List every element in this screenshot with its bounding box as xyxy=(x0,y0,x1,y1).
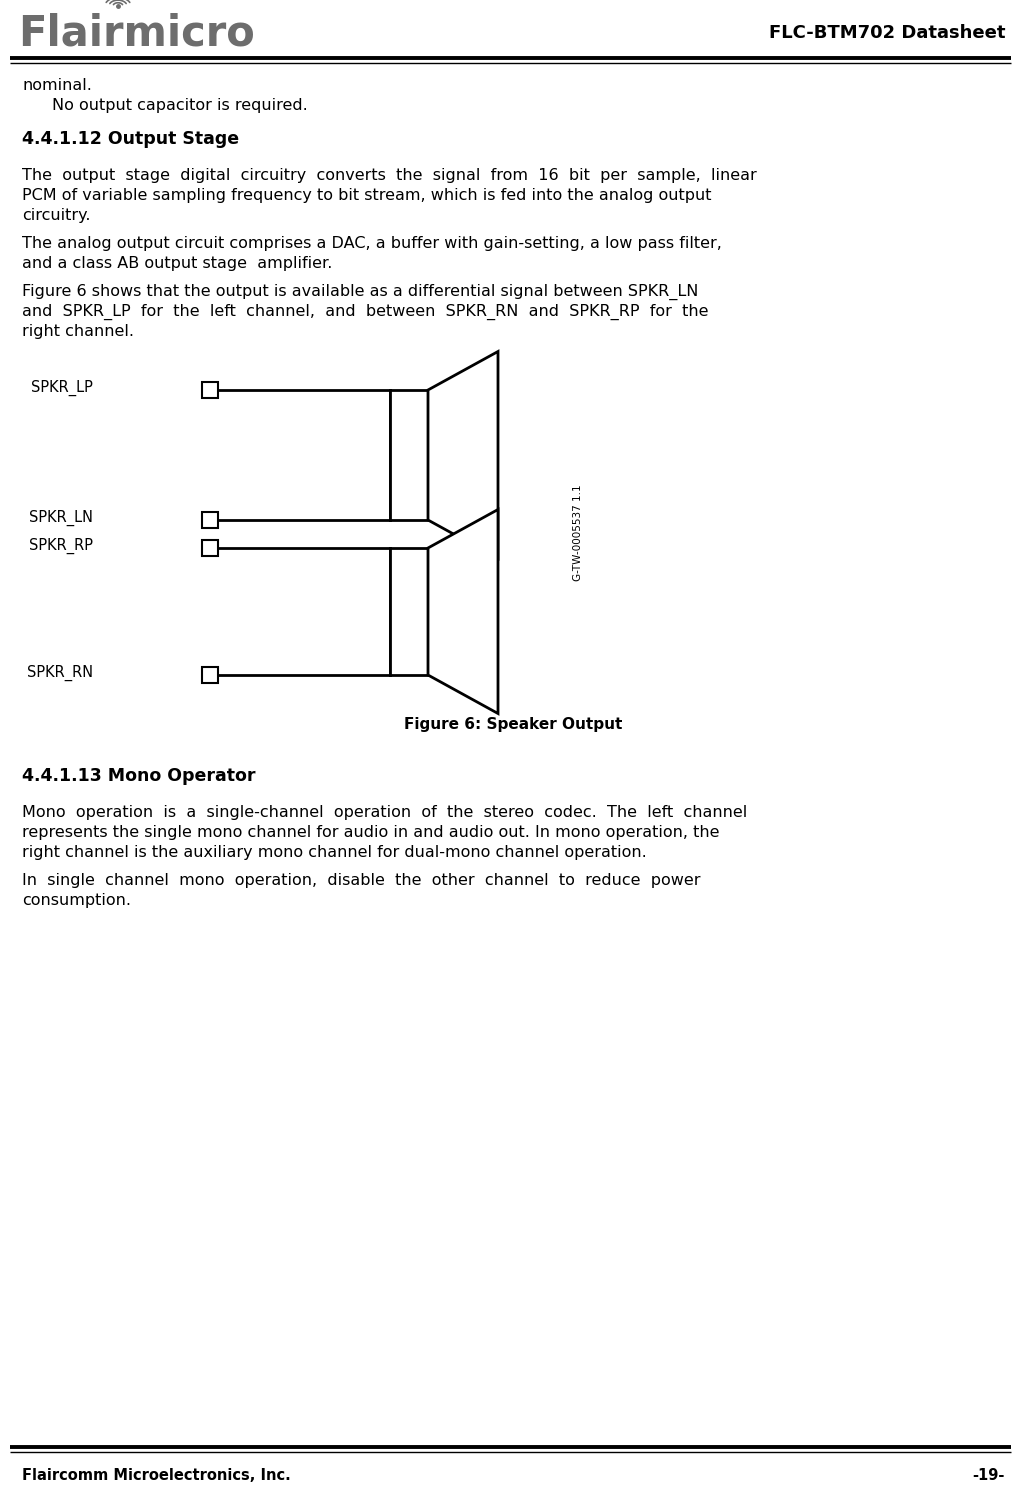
Polygon shape xyxy=(428,351,498,558)
Text: SPKR_RP: SPKR_RP xyxy=(29,538,93,554)
Text: Flairmicro: Flairmicro xyxy=(18,13,255,55)
Text: Figure 6 shows that the output is available as a differential signal between SPK: Figure 6 shows that the output is availa… xyxy=(22,284,698,301)
Text: consumption.: consumption. xyxy=(22,893,131,908)
Text: In  single  channel  mono  operation,  disable  the  other  channel  to  reduce : In single channel mono operation, disabl… xyxy=(22,873,700,887)
Text: Mono  operation  is  a  single-channel  operation  of  the  stereo  codec.  The : Mono operation is a single-channel opera… xyxy=(22,806,747,820)
Text: No output capacitor is required.: No output capacitor is required. xyxy=(52,98,307,113)
Text: SPKR_LN: SPKR_LN xyxy=(29,509,93,526)
Text: and  SPKR_LP  for  the  left  channel,  and  between  SPKR_RN  and  SPKR_RP  for: and SPKR_LP for the left channel, and be… xyxy=(22,304,709,320)
Text: G-TW-0005537 1.1: G-TW-0005537 1.1 xyxy=(573,484,583,581)
Text: right channel is the auxiliary mono channel for dual-mono channel operation.: right channel is the auxiliary mono chan… xyxy=(22,844,646,861)
Bar xyxy=(202,667,218,683)
Text: circuitry.: circuitry. xyxy=(22,208,91,223)
Bar xyxy=(390,390,428,520)
Text: 4.4.1.13 Mono Operator: 4.4.1.13 Mono Operator xyxy=(22,767,255,785)
Text: Figure 6: Speaker Output: Figure 6: Speaker Output xyxy=(404,718,623,733)
Bar xyxy=(202,541,218,555)
Text: The analog output circuit comprises a DAC, a buffer with gain-setting, a low pas: The analog output circuit comprises a DA… xyxy=(22,235,722,252)
Text: The  output  stage  digital  circuitry  converts  the  signal  from  16  bit  pe: The output stage digital circuitry conve… xyxy=(22,168,757,183)
Text: and a class AB output stage  amplifier.: and a class AB output stage amplifier. xyxy=(22,256,333,271)
Text: PCM of variable sampling frequency to bit stream, which is fed into the analog o: PCM of variable sampling frequency to bi… xyxy=(22,188,712,203)
Text: FLC-BTM702 Datasheet: FLC-BTM702 Datasheet xyxy=(769,24,1005,42)
Text: 4.4.1.12 Output Stage: 4.4.1.12 Output Stage xyxy=(22,130,239,147)
Text: SPKR_RN: SPKR_RN xyxy=(27,666,93,680)
Text: nominal.: nominal. xyxy=(22,77,92,92)
Bar xyxy=(390,548,428,675)
Text: represents the single mono channel for audio in and audio out. In mono operation: represents the single mono channel for a… xyxy=(22,825,720,840)
Text: Flaircomm Microelectronics, Inc.: Flaircomm Microelectronics, Inc. xyxy=(22,1468,291,1483)
Text: -19-: -19- xyxy=(973,1468,1005,1483)
Text: right channel.: right channel. xyxy=(22,325,134,339)
Bar xyxy=(202,383,218,398)
Text: SPKR_LP: SPKR_LP xyxy=(31,380,93,396)
Polygon shape xyxy=(428,509,498,713)
Bar xyxy=(202,512,218,529)
